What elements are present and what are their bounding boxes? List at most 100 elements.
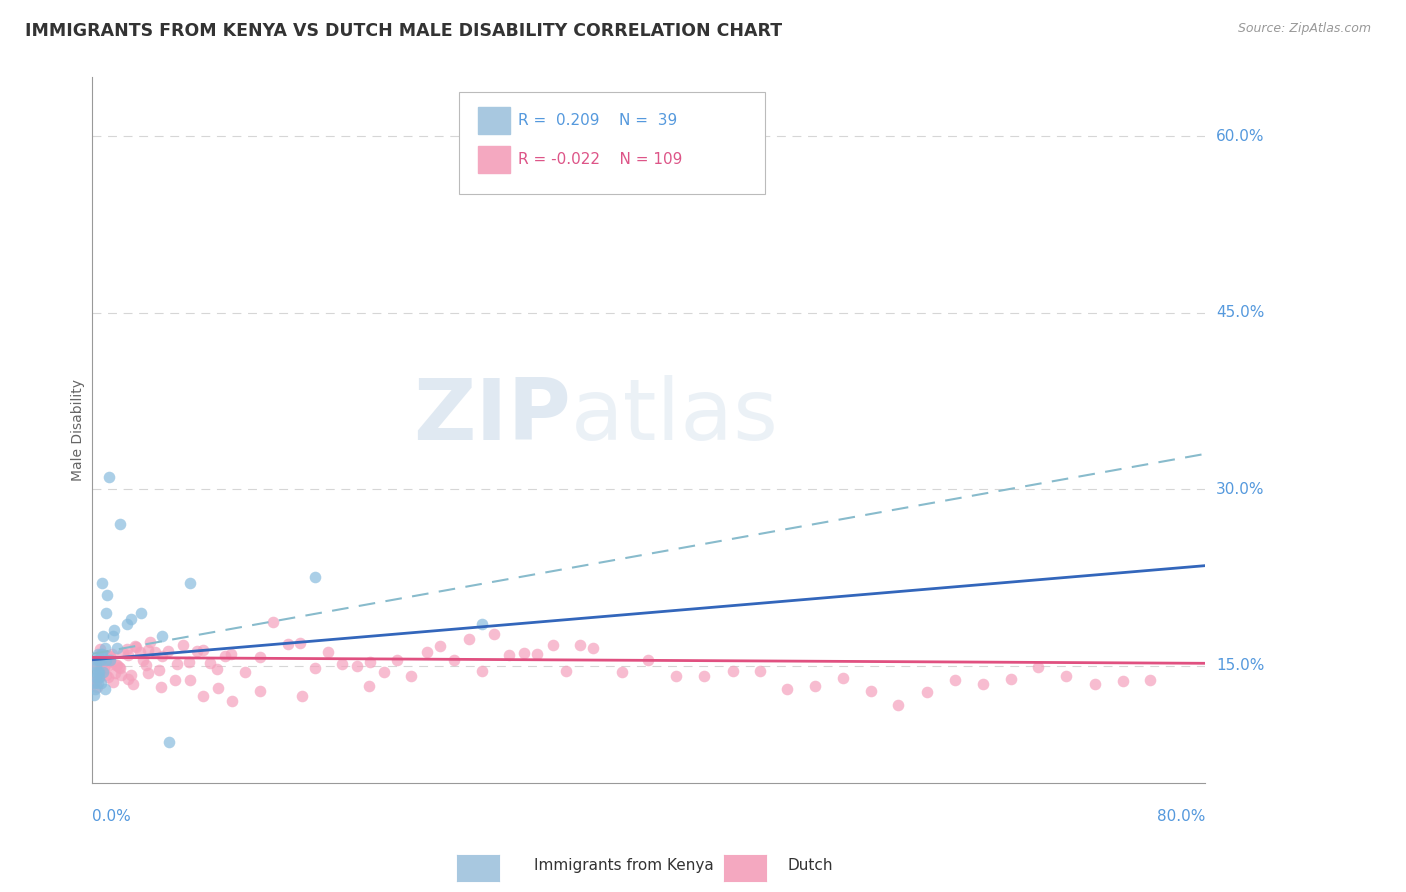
Point [541, 638, 564, 652]
Point [166, 657, 188, 672]
Point [498, 648, 520, 662]
Point [359, 655, 381, 669]
Point [84, 658, 107, 673]
Point [93, 682, 115, 697]
Point [721, 664, 744, 678]
Point [107, 659, 129, 673]
Point [1026, 659, 1049, 673]
Point [943, 673, 966, 688]
Text: Source: ZipAtlas.com: Source: ZipAtlas.com [1237, 22, 1371, 36]
Text: R =  0.209    N =  39: R = 0.209 N = 39 [519, 113, 678, 128]
Point [429, 639, 451, 653]
Point [105, 640, 128, 655]
Point [91, 657, 114, 672]
Point [484, 627, 506, 641]
Point [157, 735, 180, 749]
Text: 80.0%: 80.0% [1157, 809, 1205, 824]
Point [110, 667, 132, 681]
Point [887, 698, 910, 713]
Point [207, 681, 229, 696]
Point [150, 648, 173, 663]
Point [665, 669, 688, 683]
Point [1139, 673, 1161, 687]
Text: ZIP: ZIP [413, 375, 571, 458]
Point [98, 654, 121, 668]
Point [83, 688, 105, 702]
Point [115, 642, 138, 657]
Point [332, 657, 354, 671]
Point [526, 648, 548, 662]
Point [1083, 677, 1105, 691]
Point [915, 685, 938, 699]
Point [555, 664, 578, 678]
Point [101, 674, 124, 689]
Point [91, 665, 114, 679]
Point [149, 680, 172, 694]
Point [89, 653, 111, 667]
Text: 60.0%: 60.0% [1216, 128, 1264, 144]
Point [582, 640, 605, 655]
Point [186, 644, 208, 658]
Point [103, 624, 125, 638]
Point [262, 615, 284, 630]
Point [100, 649, 122, 664]
Point [84, 682, 107, 697]
Point [90, 676, 112, 690]
Point [124, 639, 146, 653]
Point [89, 665, 111, 679]
Point [512, 646, 534, 660]
Point [748, 664, 770, 678]
Text: Immigrants from Kenya: Immigrants from Kenya [534, 858, 714, 872]
Point [94, 657, 117, 672]
Point [132, 653, 155, 667]
Point [90, 655, 112, 669]
Point [91, 629, 114, 643]
Bar [478, 146, 509, 173]
Point [104, 665, 127, 680]
Point [94, 653, 117, 667]
Point [179, 673, 201, 688]
Y-axis label: Male Disability: Male Disability [72, 379, 86, 482]
Point [97, 670, 120, 684]
Point [122, 677, 145, 691]
Point [346, 658, 368, 673]
Point [143, 645, 166, 659]
Point [157, 644, 180, 658]
Point [165, 673, 187, 687]
Point [318, 645, 340, 659]
Point [101, 647, 124, 661]
Point [972, 676, 994, 690]
Point [94, 668, 117, 682]
Point [134, 658, 156, 673]
Point [219, 647, 242, 661]
Point [128, 645, 150, 659]
Point [290, 689, 312, 703]
Point [136, 666, 159, 681]
Point [115, 617, 138, 632]
Point [108, 661, 131, 675]
Point [373, 665, 395, 679]
Point [96, 588, 118, 602]
Text: R = -0.022    N = 109: R = -0.022 N = 109 [519, 152, 683, 167]
Point [83, 676, 105, 690]
Point [214, 648, 236, 663]
Point [105, 657, 128, 672]
Point [304, 661, 326, 675]
Text: 15.0%: 15.0% [1216, 658, 1264, 673]
Point [471, 664, 494, 678]
Point [87, 665, 110, 679]
Point [357, 679, 380, 693]
Point [84, 665, 107, 679]
Point [179, 576, 201, 591]
Point [200, 656, 222, 670]
Text: Dutch: Dutch [787, 858, 832, 872]
Point [831, 671, 853, 685]
Text: IMMIGRANTS FROM KENYA VS DUTCH MALE DISABILITY CORRELATION CHART: IMMIGRANTS FROM KENYA VS DUTCH MALE DISA… [25, 22, 782, 40]
Point [86, 670, 108, 684]
Point [136, 642, 159, 657]
Point [89, 641, 111, 656]
Point [415, 644, 437, 658]
Point [610, 665, 633, 680]
Point [89, 665, 111, 679]
Point [104, 657, 127, 672]
